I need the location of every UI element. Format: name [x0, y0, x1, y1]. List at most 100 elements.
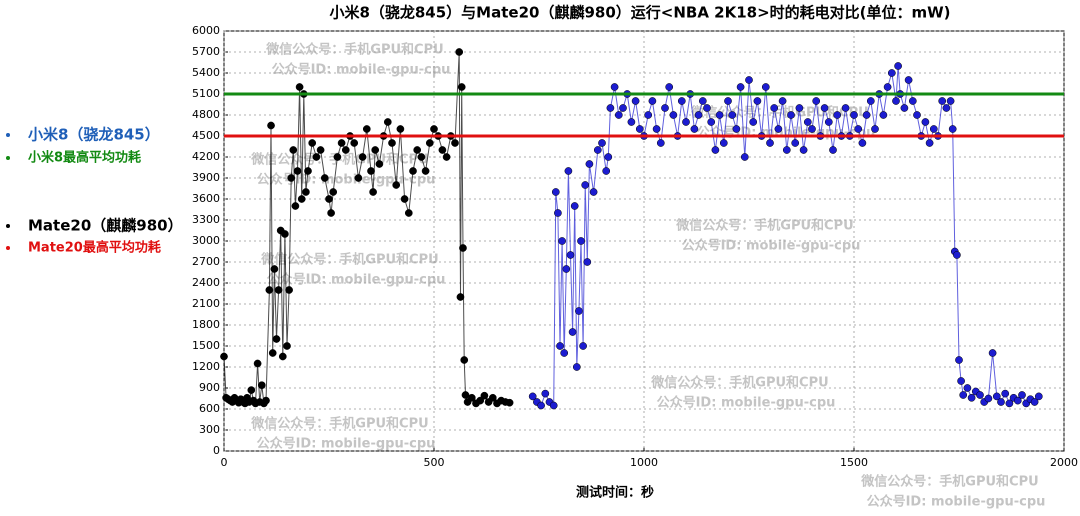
data-point — [778, 97, 787, 105]
y-tick-label: 3900 — [192, 171, 220, 184]
data-point — [308, 139, 317, 147]
data-point — [963, 384, 972, 392]
y-tick-label: 1200 — [192, 360, 220, 373]
data-point — [291, 202, 300, 210]
data-point — [871, 125, 879, 133]
y-tick-label: 2700 — [192, 255, 220, 268]
watermark: 微信公众号：手机GPU和CPU — [260, 252, 438, 268]
data-point — [904, 76, 913, 84]
data-point — [892, 97, 900, 105]
data-point — [698, 97, 707, 105]
data-point — [593, 146, 602, 154]
data-point — [430, 125, 438, 133]
data-point — [568, 328, 577, 336]
data-point — [564, 167, 573, 175]
data-point — [824, 118, 833, 126]
data-point — [604, 153, 613, 161]
data-point — [690, 125, 699, 133]
data-point — [953, 251, 961, 259]
data-point — [461, 391, 470, 399]
data-point — [278, 352, 287, 361]
data-point — [451, 139, 459, 147]
data-point — [661, 104, 669, 112]
y-tick-label: 4200 — [192, 150, 220, 163]
data-point — [619, 104, 627, 112]
data-point — [942, 104, 951, 112]
y-tick-label: 900 — [199, 381, 220, 394]
data-point — [879, 111, 888, 119]
data-point — [967, 393, 976, 402]
data-point — [413, 146, 422, 154]
data-point — [350, 139, 359, 147]
data-point — [579, 342, 587, 350]
data-point — [753, 97, 762, 105]
data-point — [703, 104, 711, 112]
y-tick-label: 6000 — [192, 24, 220, 37]
data-point — [375, 160, 384, 168]
watermark: 微信公众号：手机GPU和CPU — [265, 42, 443, 58]
data-point — [850, 111, 858, 119]
data-point — [854, 125, 863, 133]
data-point — [247, 386, 256, 394]
data-point — [955, 356, 963, 364]
data-point — [858, 139, 867, 147]
data-point — [304, 167, 312, 175]
data-point — [887, 69, 896, 77]
data-point — [371, 146, 380, 154]
data-point — [400, 195, 409, 203]
data-point — [421, 167, 430, 175]
data-point — [669, 111, 678, 119]
data-point — [556, 342, 564, 350]
x-tick-label: 500 — [424, 456, 445, 469]
data-point — [829, 146, 837, 154]
data-point — [442, 153, 451, 161]
data-point — [253, 359, 262, 368]
data-point — [457, 83, 466, 91]
data-point — [297, 195, 306, 203]
watermark: 微信公众号：手机GPU和CPU — [250, 416, 428, 432]
data-point — [791, 139, 800, 147]
data-point — [554, 209, 562, 217]
data-point — [404, 209, 413, 217]
y-tick-label: 5100 — [192, 87, 220, 100]
y-tick-label: 1500 — [192, 339, 220, 352]
data-point — [333, 153, 342, 161]
data-point — [948, 125, 957, 133]
data-point — [745, 76, 753, 84]
y-tick-label: 3600 — [192, 192, 220, 205]
legend-bullet — [6, 156, 10, 160]
data-point — [938, 97, 947, 105]
data-point — [656, 139, 665, 147]
data-point — [575, 307, 583, 315]
data-point — [766, 139, 774, 147]
data-point — [707, 118, 716, 126]
watermark: 微信公众号：手机GPU和CPU — [650, 375, 828, 391]
data-point — [883, 83, 892, 91]
data-point — [997, 398, 1005, 406]
data-point — [425, 139, 434, 147]
data-point — [774, 125, 783, 133]
data-point — [589, 188, 598, 196]
data-point — [456, 293, 465, 301]
legend-label: Mate20最高平均功耗 — [28, 240, 161, 256]
data-point — [782, 146, 791, 154]
x-axis-label: 测试时间：秒 — [576, 485, 654, 501]
data-point — [537, 401, 545, 410]
legend-bullet — [6, 133, 10, 137]
data-point — [528, 392, 537, 401]
data-point — [388, 139, 396, 147]
legend-bullet — [6, 246, 10, 250]
data-point — [572, 363, 581, 371]
data-point — [894, 62, 902, 70]
data-point — [270, 265, 279, 273]
data-point — [283, 342, 291, 350]
data-point — [570, 202, 579, 210]
data-point — [341, 146, 350, 154]
data-point — [665, 83, 674, 91]
data-point — [957, 377, 965, 385]
data-point — [549, 401, 558, 410]
data-point — [631, 97, 640, 105]
data-point — [992, 392, 1001, 401]
data-point — [367, 167, 375, 175]
data-point — [598, 139, 606, 147]
